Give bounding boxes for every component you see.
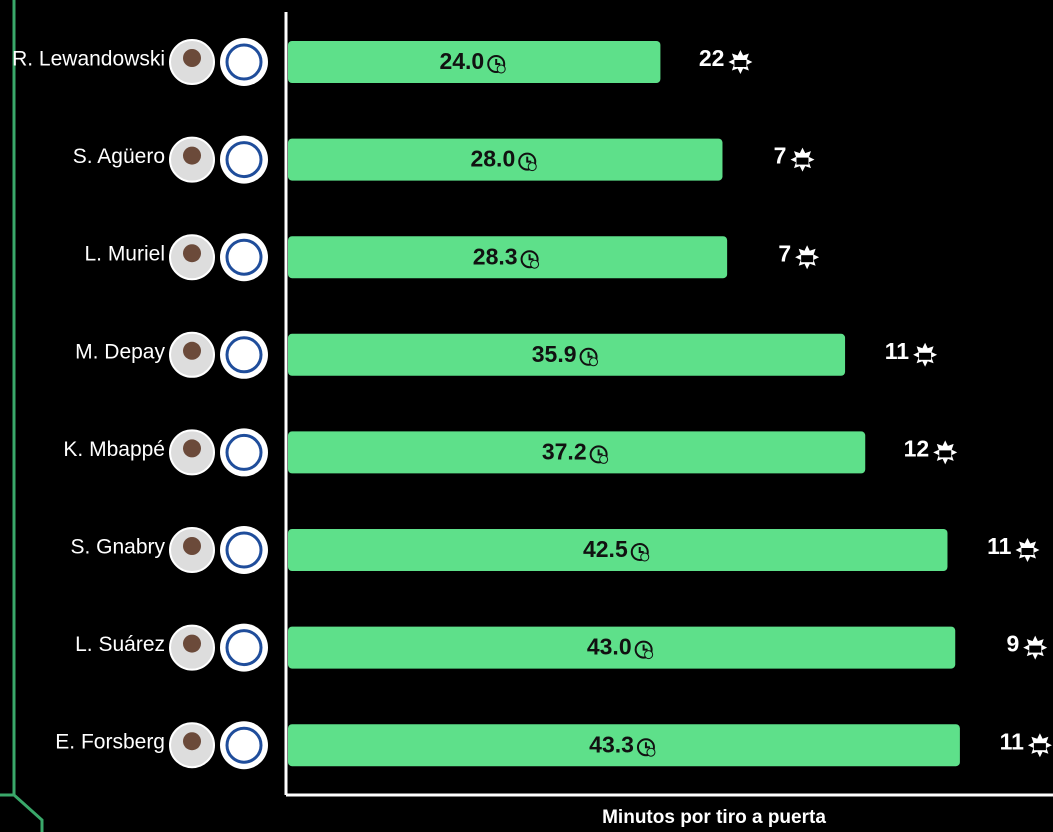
count-label: 11 [987, 533, 1012, 559]
player-photo [183, 49, 201, 67]
category-label: R. Lewandowski [12, 48, 165, 71]
player-photo [183, 732, 201, 751]
clock-icon [496, 64, 506, 74]
shot-icon [1029, 645, 1042, 653]
clock-icon [630, 543, 649, 561]
category-label: L. Suárez [75, 633, 165, 656]
clock-icon [638, 547, 644, 553]
value-label: 28.3 [473, 243, 518, 269]
clock-icon [642, 644, 648, 651]
clock-icon [579, 347, 598, 366]
player-photo [183, 244, 201, 263]
player-photo [183, 146, 201, 165]
value-label: 37.2 [542, 438, 587, 464]
category-label: S. Agüero [73, 145, 165, 168]
shot-icon [1033, 743, 1046, 751]
clock-icon [526, 156, 532, 163]
value-label: 43.0 [587, 634, 632, 660]
player-photo [183, 439, 201, 458]
clock-icon [527, 162, 537, 172]
clock-icon [634, 640, 653, 659]
player-photo [183, 634, 201, 653]
clock-icon [520, 250, 539, 269]
club-logo [225, 629, 263, 667]
clock-icon [646, 747, 656, 757]
clock-icon [644, 742, 650, 749]
category-label: E. Forsberg [55, 731, 165, 754]
clock-icon [495, 59, 501, 65]
club-logo [225, 336, 263, 374]
shot-icon [734, 60, 747, 67]
clock-icon [589, 445, 608, 464]
player-photo [183, 537, 201, 555]
count-label: 7 [778, 240, 791, 266]
bar [288, 626, 956, 669]
clock-icon [587, 351, 593, 358]
value-label: 35.9 [532, 341, 577, 367]
clock-icon [636, 738, 655, 757]
player-photo [183, 341, 201, 360]
category-label: M. Depay [75, 340, 165, 363]
value-label: 43.3 [589, 731, 634, 757]
bar [288, 431, 866, 474]
shot-icon [796, 157, 809, 165]
club-logo [225, 433, 263, 471]
value-label: 28.0 [470, 146, 515, 172]
count-label: 11 [885, 338, 910, 364]
count-label: 22 [699, 45, 725, 71]
bar [288, 333, 846, 376]
clock-icon [599, 454, 609, 464]
club-logo [225, 43, 263, 81]
clock-icon [487, 55, 506, 73]
club-logo [225, 238, 263, 276]
count-label: 11 [1000, 728, 1025, 754]
bar [288, 236, 728, 279]
count-label: 9 [1006, 631, 1019, 657]
bar [288, 529, 948, 571]
shot-icon [1021, 548, 1034, 555]
club-logo [225, 531, 263, 569]
decor-border [12, 0, 44, 832]
value-label: 24.0 [439, 48, 484, 74]
shot-icon [939, 450, 952, 458]
bar [288, 138, 723, 181]
category-label: S. Gnabry [70, 536, 165, 559]
club-logo [225, 141, 263, 179]
bar [288, 41, 661, 83]
count-label: 12 [904, 435, 930, 461]
shot-icon [801, 255, 814, 263]
clock-icon [644, 650, 654, 660]
clock-icon [589, 357, 599, 367]
clock-icon [530, 259, 540, 269]
x-axis-label: Minutos por tiro a puerta [602, 807, 826, 828]
count-label: 7 [774, 143, 787, 169]
clock-icon [518, 152, 537, 171]
clock-icon [597, 449, 603, 456]
value-label: 42.5 [583, 536, 628, 562]
clock-icon [640, 552, 650, 562]
bar [288, 724, 960, 767]
shot-icon [919, 352, 932, 360]
clock-icon [528, 254, 534, 261]
club-logo [225, 726, 263, 764]
category-label: L. Muriel [84, 243, 165, 266]
category-label: K. Mbappé [63, 438, 165, 461]
